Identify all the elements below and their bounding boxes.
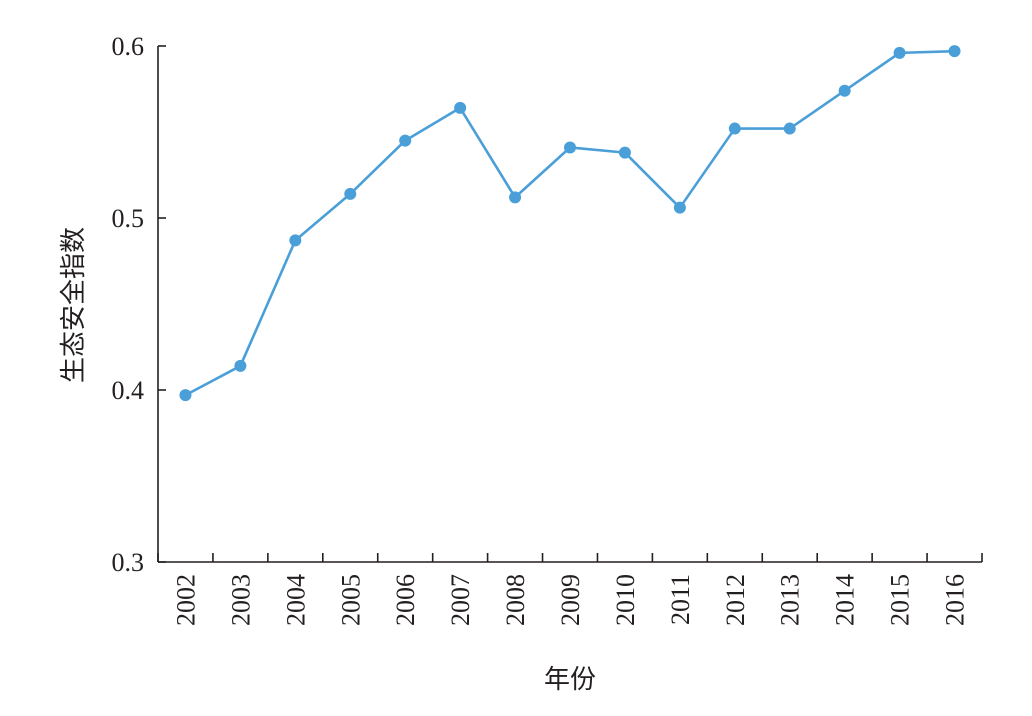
data-point — [234, 359, 247, 372]
data-point — [289, 234, 302, 247]
data-point — [728, 122, 741, 135]
x-tick-label: 2005 — [336, 574, 365, 626]
x-tick-label: 2013 — [776, 574, 805, 626]
x-tick-label: 2008 — [501, 574, 530, 626]
x-tick-label: 2004 — [281, 574, 310, 626]
data-point — [179, 389, 192, 402]
data-point — [673, 201, 686, 214]
y-tick-label: 0.3 — [112, 548, 145, 577]
x-tick-label: 2006 — [391, 574, 420, 626]
x-tick-label: 2010 — [611, 574, 640, 626]
series-line — [184, 49, 955, 397]
x-tick-label: 2007 — [446, 574, 475, 626]
data-point — [564, 141, 576, 154]
x-tick-label: 2016 — [941, 574, 970, 626]
y-axis-title: 生态安全指数 — [59, 227, 89, 383]
y-tick-label: 0.4 — [112, 376, 145, 405]
x-tick-label: 2009 — [556, 574, 585, 626]
data-point — [783, 122, 796, 135]
data-point — [948, 45, 961, 58]
series-layer — [179, 45, 961, 402]
data-point — [454, 101, 467, 114]
x-tick-label: 2003 — [226, 574, 255, 626]
y-axis: 0.3 0.4 0.5 0.6 — [112, 32, 166, 577]
x-axis: 2002 2003 2004 2005 2006 2007 2008 2009 2010 2011… — [157, 553, 983, 626]
x-axis-title: 年份 — [544, 665, 596, 695]
x-tick-label: 2011 — [666, 574, 695, 625]
data-point — [399, 134, 412, 147]
data-point — [344, 187, 357, 200]
data-point — [838, 84, 851, 97]
x-tick-label: 2002 — [171, 574, 200, 626]
x-tick-label: 2014 — [831, 574, 860, 626]
data-point — [618, 146, 631, 159]
x-tick-label: 2012 — [721, 574, 750, 626]
data-point — [893, 46, 906, 59]
y-tick-label: 0.5 — [112, 204, 145, 233]
data-point — [509, 191, 522, 204]
x-tick-label: 2015 — [886, 574, 915, 626]
y-tick-label: 0.6 — [112, 32, 145, 61]
